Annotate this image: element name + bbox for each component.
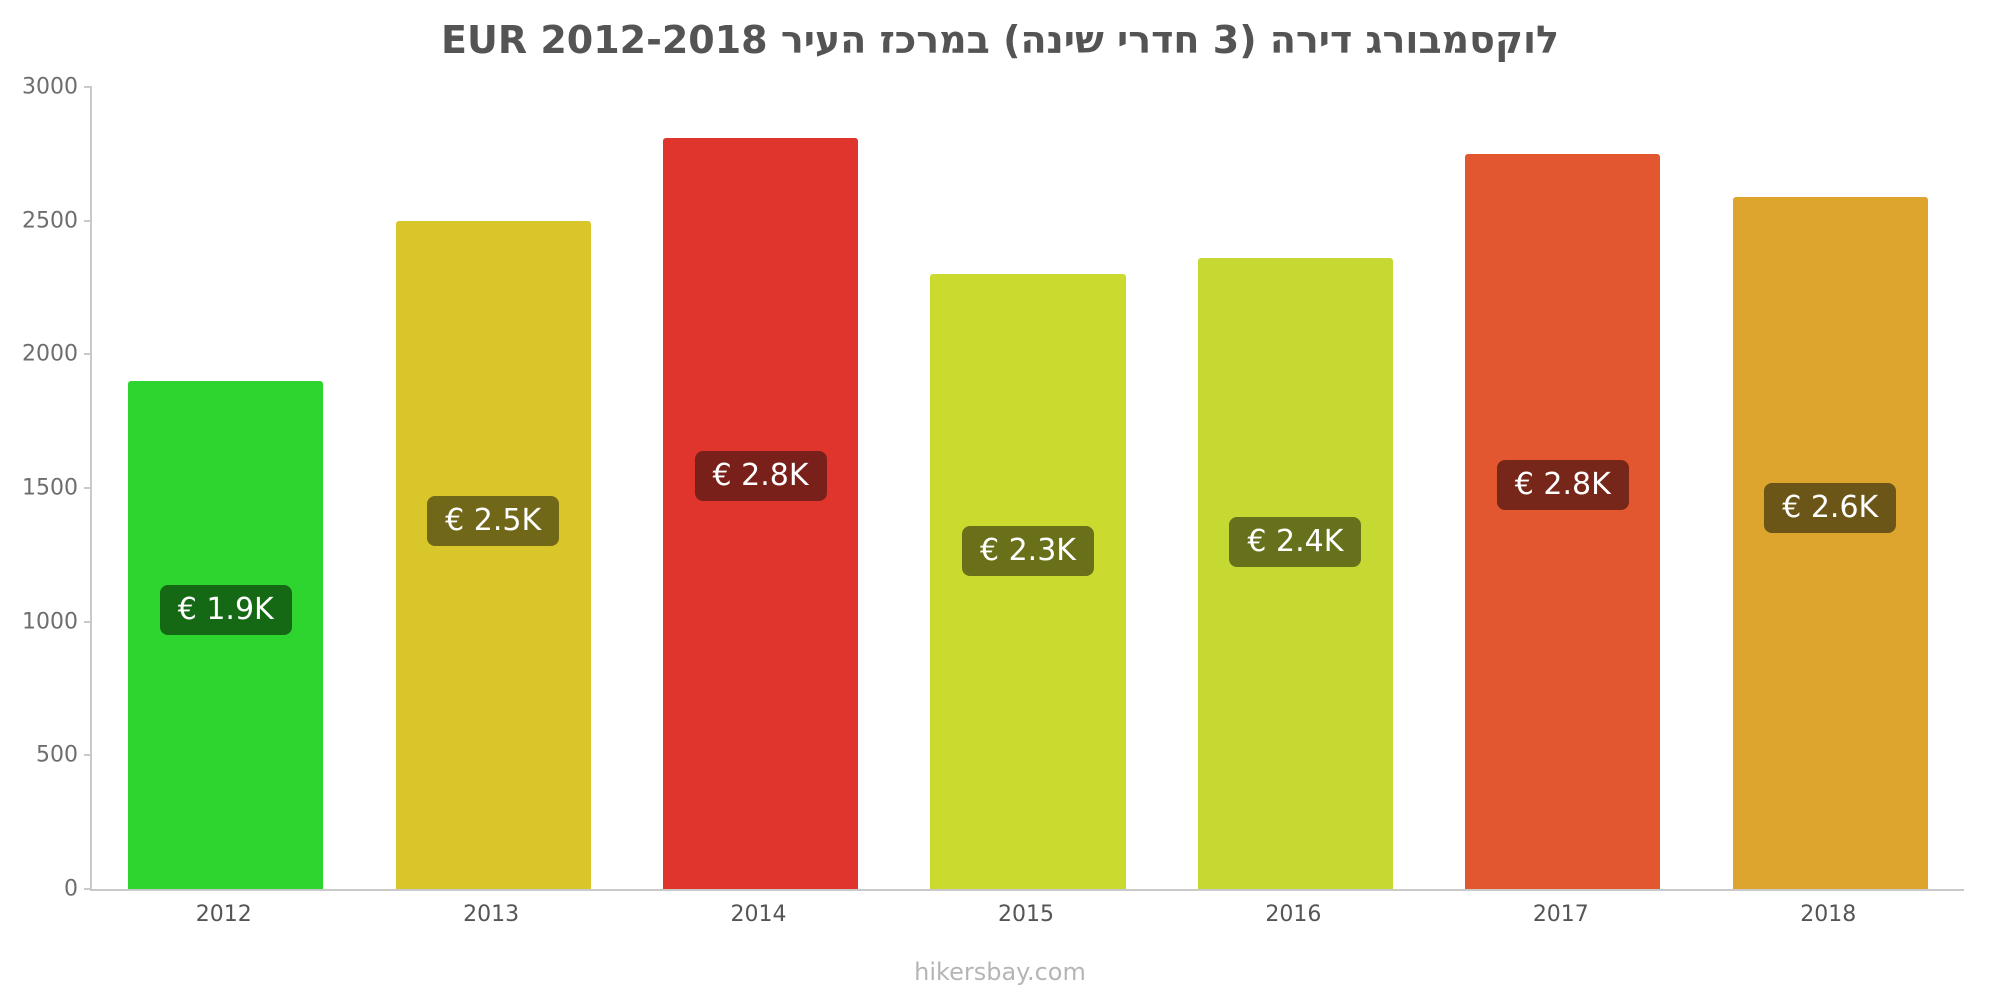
bar-2017[interactable]: € 2.8K [1465, 153, 1661, 889]
y-axis-tick [84, 620, 92, 623]
y-axis-label-500: 500 [36, 742, 78, 768]
x-axis-labels: 2012 2013 2014 2015 2016 2017 2018 [90, 902, 1962, 927]
y-axis-tick [84, 754, 92, 757]
bar-column-2014: € 2.8K [627, 87, 894, 889]
y-axis-label-2000: 2000 [22, 341, 78, 367]
bar-column-2016: € 2.4K [1162, 87, 1429, 889]
y-axis-label-1500: 1500 [22, 475, 78, 501]
y-axis-tick [84, 487, 92, 489]
bar-2015[interactable]: € 2.3K [930, 274, 1126, 889]
bar-value-label-2018: € 2.6K [1764, 483, 1897, 534]
bar-2014[interactable]: € 2.8K [662, 137, 859, 889]
x-axis-label-2012: 2012 [195, 902, 252, 927]
bar-2012[interactable]: € 1.9K [128, 381, 324, 889]
bar-value-label-2016: € 2.4K [1229, 517, 1362, 568]
x-axis-label-2013: 2013 [463, 902, 520, 927]
bar-column-2018: € 2.6K [1697, 87, 1964, 889]
bar-value-label-2015: € 2.3K [961, 525, 1094, 576]
y-axis-tick [84, 888, 92, 890]
bar-column-2013: € 2.5K [359, 87, 626, 889]
x-axis-label-2018: 2018 [1800, 902, 1857, 927]
y-axis-label-1000: 1000 [22, 609, 78, 635]
bar-column-2012: € 1.9K [92, 87, 359, 889]
bar-column-2015: € 2.3K [894, 87, 1161, 889]
y-axis-tick [84, 353, 92, 356]
bar-value-label-2012: € 1.9K [159, 584, 292, 635]
x-axis-label-2017: 2017 [1532, 902, 1589, 927]
chart-title: לוקסמבורג דירה (3 חדרי שינה) במרכז העיר … [441, 18, 1559, 62]
bars-area: € 1.9K € 2.5K € 2.8K € 2.3K € 2.4K € 2.8K € 2.… [92, 87, 1964, 889]
x-axis-label-2016: 2016 [1265, 902, 1322, 927]
y-axis-tick [84, 219, 92, 222]
bar-column-2017: € 2.8K [1429, 87, 1696, 889]
bar-value-label-2014: € 2.8K [694, 450, 827, 501]
bar-value-label-2017: € 2.8K [1496, 459, 1629, 510]
y-axis-label-3000: 3000 [22, 74, 78, 100]
x-axis-label-2015: 2015 [997, 902, 1054, 927]
watermark-text: hikersbay.com [914, 958, 1086, 986]
bar-2016[interactable]: € 2.4K [1197, 258, 1393, 889]
plot-area: € 1.9K € 2.5K € 2.8K € 2.3K € 2.4K € 2.8K € 2.… [22, 75, 1964, 902]
x-axis-label-2014: 2014 [730, 902, 787, 927]
bar-2013[interactable]: € 2.5K [395, 220, 591, 889]
y-axis-label-2500: 2500 [22, 208, 78, 234]
bar-2018[interactable]: € 2.6K [1732, 196, 1928, 889]
bar-value-label-2013: € 2.5K [427, 496, 560, 547]
y-axis-tick [84, 86, 92, 88]
y-axis-label-0: 0 [64, 876, 78, 902]
